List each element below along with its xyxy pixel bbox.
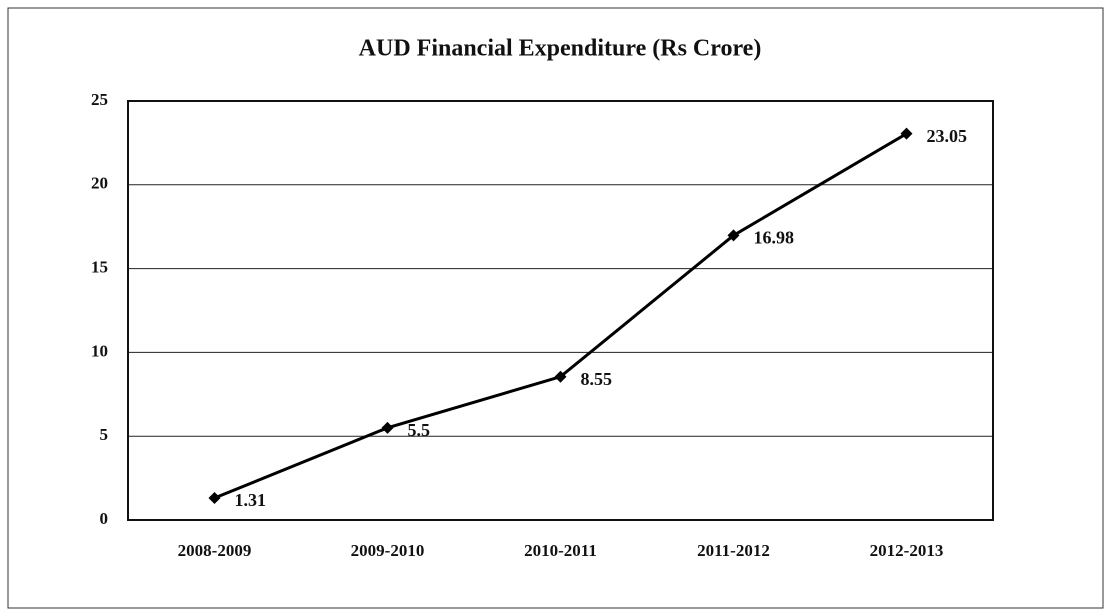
marker	[208, 492, 221, 505]
marker	[900, 127, 913, 140]
data-label: 8.55	[581, 369, 613, 389]
y-tick-label: 20	[91, 174, 108, 193]
y-tick-label: 15	[91, 258, 108, 277]
plot-border	[127, 100, 994, 521]
line	[213, 132, 908, 500]
y-tick-label: 5	[100, 425, 109, 444]
data-label: 5.5	[408, 420, 431, 440]
marker	[554, 370, 567, 383]
chart-title: AUD Financial Expenditure (Rs Crore)	[359, 36, 762, 62]
marker	[381, 421, 394, 434]
data-label: 16.98	[754, 228, 795, 248]
y-tick-label: 25	[91, 90, 108, 109]
data-label: 23.05	[927, 126, 968, 146]
x-tick-label: 2011-2012	[697, 541, 770, 560]
x-tick-label: 2008-2009	[178, 541, 252, 560]
y-tick-label: 0	[100, 509, 109, 528]
x-tick-label: 2012-2013	[870, 541, 944, 560]
marker	[727, 229, 740, 242]
x-tick-label: 2010-2011	[524, 541, 597, 560]
x-tick-label: 2009-2010	[351, 541, 425, 560]
y-tick-label: 10	[91, 341, 108, 360]
frame	[7, 7, 1104, 609]
data-label: 1.31	[235, 490, 267, 510]
